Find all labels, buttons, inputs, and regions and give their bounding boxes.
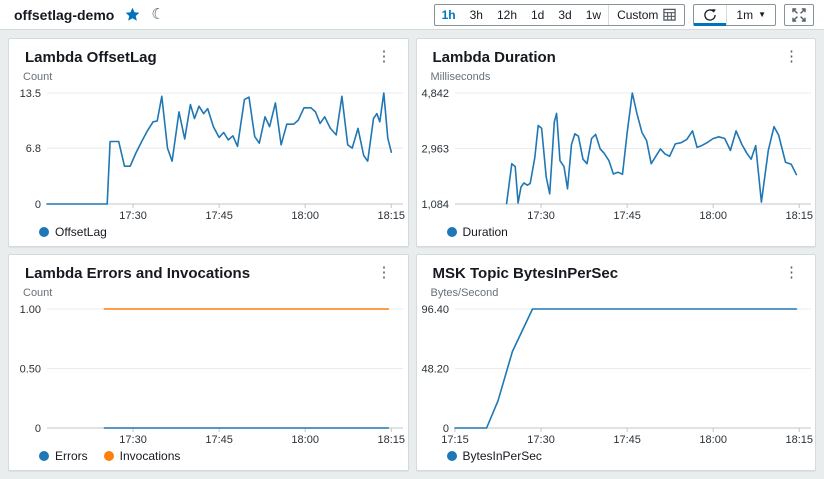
svg-text:0: 0 <box>35 199 41 211</box>
refresh-interval-dropdown[interactable]: 1m ▼ <box>727 5 775 25</box>
svg-text:18:00: 18:00 <box>699 434 727 446</box>
svg-text:18:00: 18:00 <box>291 210 319 222</box>
widget-menu-kebab-icon[interactable]: ⋮ <box>778 264 805 282</box>
legend-item-OffsetLag[interactable]: OffsetLag <box>39 225 107 239</box>
fullscreen-button[interactable] <box>784 3 814 26</box>
dashboard-title: offsetlag-demo <box>14 6 115 23</box>
chart-canvas[interactable]: 0 6.8 13.5 17:30 17:45 18:00 18:15 <box>9 85 407 224</box>
legend-color-dot <box>446 227 457 237</box>
widget-menu-kebab-icon[interactable]: ⋮ <box>778 48 805 66</box>
svg-text:18:15: 18:15 <box>785 434 813 446</box>
svg-text:18:15: 18:15 <box>377 434 405 446</box>
time-range-buttons: 1h 3h 12h 1d 3d 1w <box>435 5 608 25</box>
svg-text:17:45: 17:45 <box>205 210 233 222</box>
chart-legend: Errors Invocations <box>9 448 408 469</box>
time-range-3h[interactable]: 3h <box>463 5 490 25</box>
svg-text:17:45: 17:45 <box>613 210 641 222</box>
chart-legend: OffsetLag <box>9 224 408 245</box>
legend-label: OffsetLag <box>55 225 107 239</box>
y-axis-units: Bytes/Second <box>430 287 499 299</box>
svg-text:17:30: 17:30 <box>527 210 555 222</box>
svg-text:0: 0 <box>35 423 41 435</box>
time-range-12h[interactable]: 12h <box>490 5 524 25</box>
legend-color-dot <box>39 227 49 237</box>
svg-text:17:30: 17:30 <box>119 434 147 446</box>
svg-text:13.5: 13.5 <box>20 88 41 100</box>
refresh-group: 1m ▼ <box>693 3 776 26</box>
widget-menu-kebab-icon[interactable]: ⋮ <box>371 264 398 282</box>
y-axis-units: Count <box>23 287 53 299</box>
svg-text:18:15: 18:15 <box>785 210 813 222</box>
svg-text:17:30: 17:30 <box>119 210 147 222</box>
legend-item-BytesInPerSec[interactable]: BytesInPerSec <box>446 449 542 463</box>
fullscreen-expand-icon <box>792 7 806 22</box>
widget-title: Lambda Errors and Invocations <box>25 265 251 282</box>
widget-msk-bytesinpersec: MSK Topic BytesInPerSec ⋮ Bytes/Second 0… <box>415 254 816 471</box>
chart-canvas[interactable]: 0 0.50 1.00 17:30 17:45 18:00 18:15 <box>9 301 407 448</box>
legend-color-dot <box>446 451 457 461</box>
y-axis-units: Milliseconds <box>430 71 491 83</box>
refresh-button[interactable] <box>694 5 727 26</box>
widget-menu-kebab-icon[interactable]: ⋮ <box>371 48 398 66</box>
svg-text:2,963: 2,963 <box>421 144 449 156</box>
svg-text:17:45: 17:45 <box>205 434 233 446</box>
time-range-1h[interactable]: 1h <box>435 5 463 25</box>
time-range-group: 1h 3h 12h 1d 3d 1w Custom <box>433 3 686 26</box>
svg-text:0.50: 0.50 <box>20 364 41 376</box>
svg-text:6.8: 6.8 <box>26 143 41 155</box>
chart-canvas[interactable]: 1,084 2,963 4,842 17:30 17:45 18:00 18:15 <box>417 85 815 224</box>
widget-lambda-offsetlag: Lambda OffsetLag ⋮ Count 0 6.8 13.5 17:30 17… <box>8 38 409 247</box>
svg-text:18:00: 18:00 <box>291 434 319 446</box>
refresh-interval-value: 1m <box>736 7 754 22</box>
custom-label: Custom <box>617 7 659 22</box>
favorite-star-icon[interactable] <box>125 7 140 22</box>
moon-icon: ☾ <box>151 6 165 23</box>
svg-text:4,842: 4,842 <box>421 88 449 100</box>
svg-text:18:15: 18:15 <box>377 210 405 222</box>
legend-item-Errors[interactable]: Errors <box>39 449 88 463</box>
dashboard-header: offsetlag-demo ☾ 1h 3h 12h 1d 3d 1w Custom <box>0 0 824 30</box>
legend-label: BytesInPerSec <box>462 449 542 463</box>
legend-color-dot <box>103 451 114 461</box>
chart-legend: Duration <box>417 224 816 245</box>
calendar-icon <box>663 8 677 21</box>
legend-color-dot <box>39 451 49 461</box>
svg-text:17:30: 17:30 <box>527 434 555 446</box>
legend-item-Invocations[interactable]: Invocations <box>103 449 181 463</box>
widget-title: Lambda Duration <box>432 49 556 66</box>
legend-label: Invocations <box>119 449 181 463</box>
custom-time-range-button[interactable]: Custom <box>609 5 684 25</box>
legend-item-Duration[interactable]: Duration <box>446 225 508 239</box>
svg-text:17:45: 17:45 <box>613 434 641 446</box>
divider <box>608 4 610 25</box>
widget-title: Lambda OffsetLag <box>25 49 157 66</box>
dark-mode-moon-icon[interactable]: ☾ <box>151 7 164 22</box>
time-range-1w[interactable]: 1w <box>579 5 608 25</box>
chevron-down-icon: ▼ <box>758 10 766 19</box>
svg-text:1,084: 1,084 <box>421 199 449 211</box>
star-icon <box>126 7 140 21</box>
svg-text:17:15: 17:15 <box>441 434 469 446</box>
legend-label: Duration <box>462 225 508 239</box>
divider <box>726 4 728 25</box>
svg-text:18:00: 18:00 <box>699 210 727 222</box>
chart-canvas[interactable]: 0 48.20 96.40 17:15 17:30 17:45 18:00 18:15 <box>417 301 815 448</box>
widget-title: MSK Topic BytesInPerSec <box>432 265 619 282</box>
widget-lambda-duration: Lambda Duration ⋮ Milliseconds 1,084 2,96… <box>415 38 816 247</box>
svg-text:48.20: 48.20 <box>421 364 449 376</box>
refresh-icon <box>704 8 717 21</box>
svg-text:0: 0 <box>442 423 448 435</box>
svg-text:96.40: 96.40 <box>421 304 449 316</box>
time-range-1d[interactable]: 1d <box>524 5 551 25</box>
legend-label: Errors <box>55 449 88 463</box>
dashboard-grid: Lambda OffsetLag ⋮ Count 0 6.8 13.5 17:30 17… <box>0 30 824 479</box>
time-range-3d[interactable]: 3d <box>551 5 578 25</box>
chart-legend: BytesInPerSec <box>417 448 816 469</box>
y-axis-units: Count <box>23 71 53 83</box>
svg-text:1.00: 1.00 <box>20 304 41 316</box>
